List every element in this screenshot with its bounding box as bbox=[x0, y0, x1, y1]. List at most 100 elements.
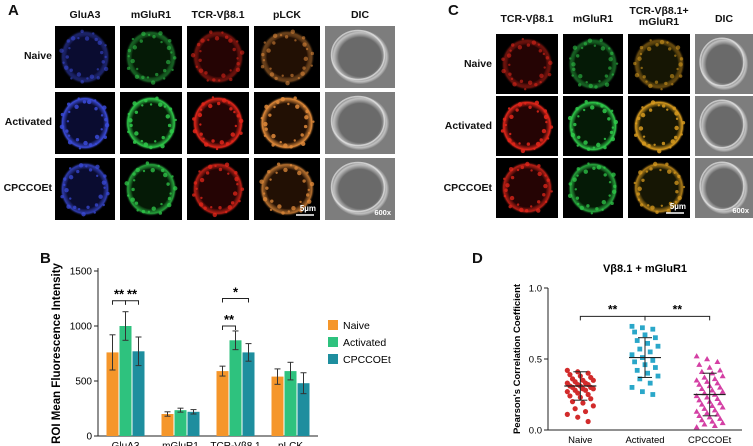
column-header: TCR-Vβ8.1+ mGluR1 bbox=[626, 6, 692, 28]
fluorescence-speckle bbox=[68, 167, 72, 170]
fluorescence-speckle bbox=[131, 37, 135, 41]
fluorescence-speckle bbox=[611, 172, 616, 177]
data-point bbox=[590, 377, 596, 383]
cell-body bbox=[330, 95, 390, 151]
fluorescence-speckle bbox=[520, 148, 526, 154]
fluorescence-speckle bbox=[209, 30, 213, 34]
fluorescence-speckle bbox=[199, 132, 203, 136]
fluorescence-speckle bbox=[674, 54, 677, 57]
fluorescence-speckle bbox=[63, 177, 67, 181]
column-header: DIC bbox=[350, 9, 370, 21]
fluorescence-speckle bbox=[140, 139, 144, 143]
fluorescence-speckle bbox=[230, 201, 235, 205]
fluorescence-speckle bbox=[59, 124, 65, 129]
fluorescence-speckle bbox=[586, 147, 591, 151]
fluorescence-speckle bbox=[297, 76, 301, 80]
fluorescence-speckle bbox=[547, 72, 552, 77]
legend-label: Activated bbox=[343, 337, 386, 349]
significance-label: ** bbox=[673, 302, 683, 316]
fluorescence-speckle bbox=[166, 45, 172, 51]
fluorescence-speckle bbox=[576, 174, 579, 177]
fluorescence-speckle bbox=[641, 178, 645, 182]
data-point bbox=[629, 323, 635, 329]
data-point bbox=[696, 412, 703, 418]
fluorescence-speckle bbox=[503, 194, 507, 198]
fluorescence-speckle bbox=[507, 138, 512, 143]
fluorescence-speckle bbox=[300, 141, 306, 146]
fluorescence-speckle bbox=[588, 83, 593, 89]
fluorescence-speckle bbox=[63, 183, 66, 187]
fluorescence-speckle bbox=[132, 172, 136, 176]
fluorescence-speckle bbox=[310, 51, 315, 56]
fluorescence-speckle bbox=[519, 79, 524, 83]
fluorescence-speckle bbox=[669, 73, 675, 79]
fluorescence-speckle bbox=[270, 199, 274, 203]
fluorescence-speckle bbox=[94, 134, 100, 140]
fluorescence-speckle bbox=[307, 199, 312, 204]
fluorescence-speckle bbox=[539, 138, 543, 142]
micrograph-tile bbox=[496, 96, 558, 156]
fluorescence-speckle bbox=[539, 73, 544, 78]
fluorescence-speckle bbox=[603, 166, 606, 169]
fluorescence-speckle bbox=[510, 77, 514, 81]
fluorescence-speckle bbox=[666, 108, 669, 111]
fluorescence-speckle bbox=[269, 178, 272, 181]
fluorescence-speckle bbox=[577, 115, 580, 118]
micrograph-tile bbox=[563, 158, 623, 218]
fluorescence-speckle bbox=[86, 77, 89, 80]
fluorescence-speckle bbox=[508, 72, 512, 76]
data-point bbox=[645, 370, 650, 376]
fluorescence-speckle bbox=[279, 140, 282, 144]
fluorescence-speckle bbox=[261, 52, 265, 57]
fluorescence-speckle bbox=[608, 66, 612, 70]
micrograph-tile: 5µm bbox=[628, 158, 690, 218]
fluorescence-speckle bbox=[69, 68, 73, 72]
fluorescence-speckle bbox=[195, 65, 198, 69]
fluorescence-speckle bbox=[611, 189, 617, 194]
fluorescence-speckle bbox=[608, 56, 613, 62]
data-point bbox=[582, 387, 589, 393]
micrograph-tile bbox=[563, 96, 623, 156]
fluorescence-speckle bbox=[533, 147, 536, 150]
fluorescence-speckle bbox=[576, 167, 581, 171]
bar bbox=[119, 326, 132, 436]
significance-label: ** bbox=[127, 287, 138, 302]
fluorescence-speckle bbox=[198, 202, 204, 207]
fluorescence-speckle bbox=[203, 142, 209, 147]
fluorescence-speckle bbox=[265, 186, 269, 190]
fluorescence-speckle bbox=[104, 44, 107, 47]
micrograph-tile bbox=[120, 92, 182, 154]
panel-d-scatter-chart: Vβ8.1 + mGluR1 0.0 0.5 1.0 Pearson's Correla… bbox=[512, 263, 742, 446]
fluorescence-speckle bbox=[646, 204, 650, 207]
fluorescence-speckle bbox=[538, 49, 543, 53]
fluorescence-speckle bbox=[70, 77, 73, 80]
chart-title: Vβ8.1 + mGluR1 bbox=[603, 263, 687, 275]
fluorescence-speckle bbox=[543, 183, 548, 189]
fluorescence-speckle bbox=[102, 203, 105, 207]
fluorescence-speckle bbox=[599, 38, 603, 42]
fluorescence-speckle bbox=[639, 203, 644, 207]
micrograph-image bbox=[496, 34, 558, 94]
fluorescence-speckle bbox=[262, 59, 266, 62]
fluorescence-speckle bbox=[100, 128, 103, 131]
fluorescence-speckle bbox=[659, 168, 662, 172]
fluorescence-speckle bbox=[586, 204, 590, 208]
fluorescence-speckle bbox=[545, 56, 550, 60]
fluorescence-speckle bbox=[275, 171, 278, 175]
fluorescence-speckle bbox=[279, 33, 283, 37]
micrograph-image bbox=[187, 26, 249, 88]
fluorescence-speckle bbox=[500, 129, 505, 133]
fluorescence-speckle bbox=[232, 47, 236, 52]
cell-body bbox=[259, 95, 315, 151]
fluorescence-speckle bbox=[634, 122, 638, 125]
fluorescence-speckle bbox=[160, 40, 163, 44]
fluorescence-speckle bbox=[132, 179, 136, 182]
fluorescence-speckle bbox=[236, 183, 239, 186]
panel-label-a: A bbox=[8, 2, 19, 19]
data-point bbox=[632, 329, 637, 335]
fluorescence-speckle bbox=[149, 145, 153, 150]
fluorescence-speckle bbox=[574, 188, 577, 191]
bar bbox=[284, 371, 297, 436]
fluorescence-speckle bbox=[545, 120, 548, 124]
fluorescence-speckle bbox=[309, 181, 315, 187]
